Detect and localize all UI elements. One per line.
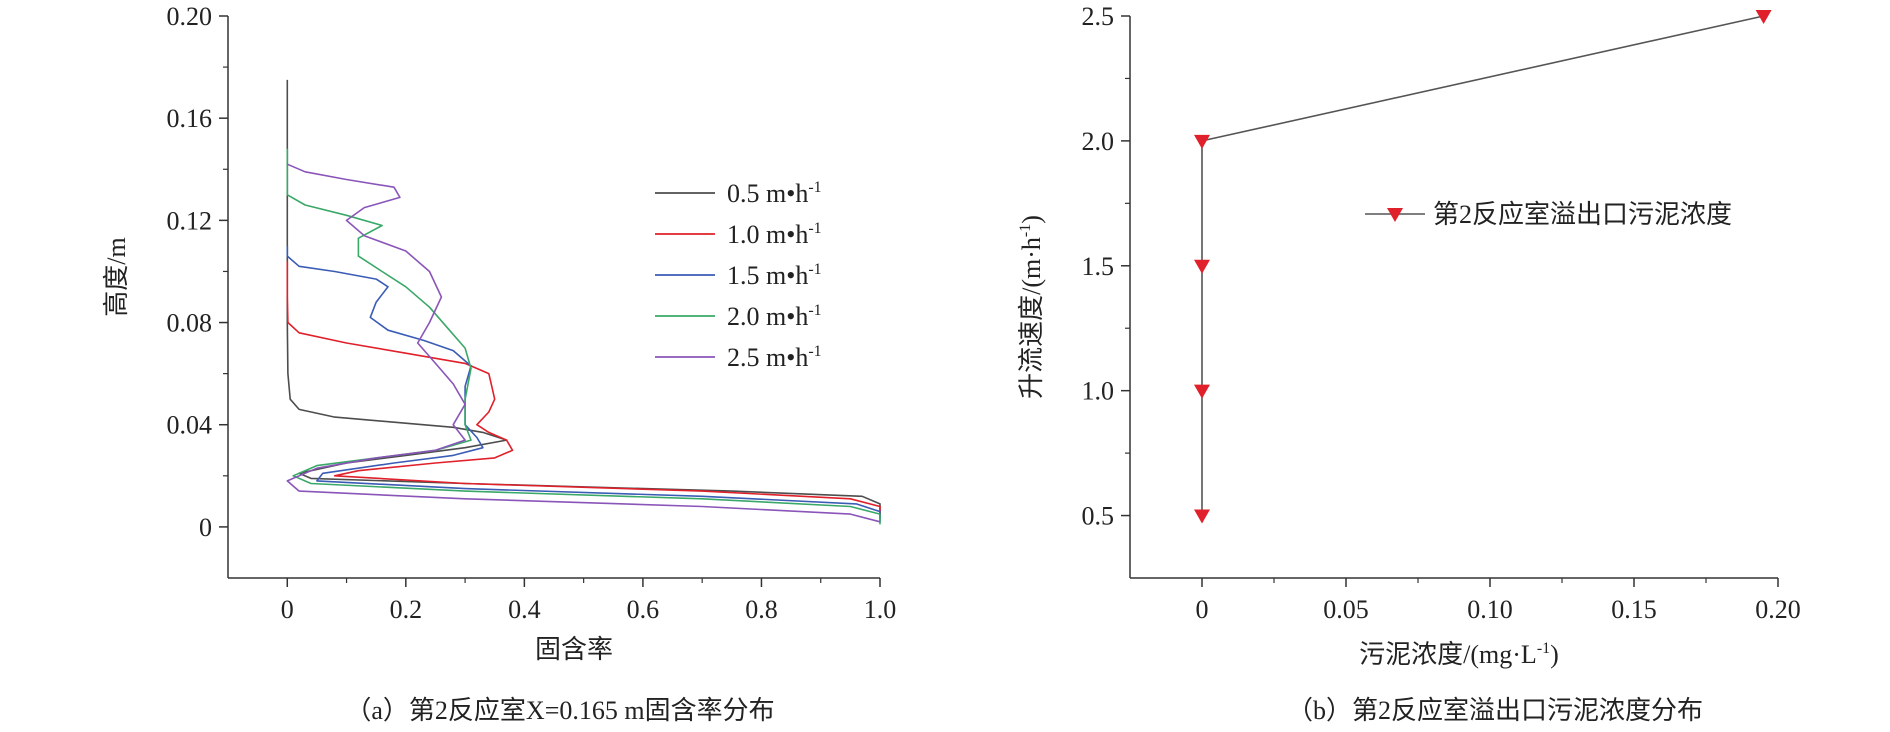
x-tick-label: 0.8 (745, 595, 778, 624)
legend-label-2: 1.0 m•h-1 (727, 220, 822, 249)
series-line-2 (286, 261, 881, 517)
chart-a-solid-holdup: 0 0.2 0.4 0.6 0.8 1.0 0 0.04 0.08 0.12 0.16 0.20 固含率… (102, 2, 896, 664)
x-axis-label: 污泥浓度/(mg·L-1) (1359, 640, 1559, 669)
data-point-marker (1194, 509, 1210, 524)
data-point-marker (1194, 259, 1210, 274)
legend-label-3: 1.5 m•h-1 (727, 261, 822, 290)
y-tick-label: 0 (199, 513, 212, 542)
legend-marker-1 (1387, 208, 1403, 222)
y-tick-label: 2.0 (1082, 127, 1115, 156)
x-tick-label: 0.15 (1611, 595, 1657, 624)
x-tick-label: 0.4 (508, 595, 541, 624)
y-tick-label: 1.0 (1082, 377, 1115, 406)
y-tick-label: 1.5 (1082, 252, 1115, 281)
series-line-5 (286, 163, 881, 523)
legend-label-1: 第2反应室溢出口污泥浓度 (1433, 200, 1732, 229)
y-tick-label: 2.5 (1082, 2, 1115, 31)
data-point-marker (1194, 384, 1210, 399)
y-axis-label: 升流速度/(m·h-1) (1017, 215, 1046, 399)
x-tick-label: 0.10 (1467, 595, 1513, 624)
chart-b-sludge-concentration: 0 0.05 0.10 0.15 0.20 0.5 1.0 1.5 2.0 2.5 污泥浓度/(mg… (1017, 2, 1801, 669)
y-tick-label: 0.16 (167, 104, 213, 133)
x-tick-label: 0 (1196, 595, 1209, 624)
legend-label-5: 2.5 m•h-1 (727, 343, 822, 372)
caption-b: （b）第2反应室溢出口污泥浓度分布 (1286, 696, 1703, 725)
x-tick-label: 0.20 (1755, 595, 1801, 624)
series-line-1 (286, 79, 881, 520)
legend-label-1: 0.5 m•h-1 (727, 179, 822, 208)
caption-a: （a）第2反应室X=0.165 m固含率分布 (345, 696, 775, 725)
data-point-marker (1194, 134, 1210, 149)
x-axis-label: 固含率 (535, 635, 613, 664)
y-tick-label: 0.12 (167, 206, 213, 235)
x-tick-label: 0.05 (1323, 595, 1369, 624)
x-tick-label: 0 (281, 595, 294, 624)
x-tick-label: 0.2 (390, 595, 423, 624)
data-point-marker (1755, 10, 1772, 24)
x-tick-label: 1.0 (864, 595, 897, 624)
legend-label-4: 2.0 m•h-1 (727, 302, 822, 331)
series-line-4 (286, 148, 881, 525)
y-tick-label: 0.08 (167, 309, 213, 338)
x-tick-label: 0.6 (627, 595, 660, 624)
y-tick-label: 0.20 (167, 2, 213, 31)
y-axis-label: 高度/m (102, 237, 131, 316)
y-tick-label: 0.04 (167, 411, 213, 440)
series-line-1 (1201, 15, 1764, 516)
y-tick-label: 0.5 (1082, 502, 1115, 531)
